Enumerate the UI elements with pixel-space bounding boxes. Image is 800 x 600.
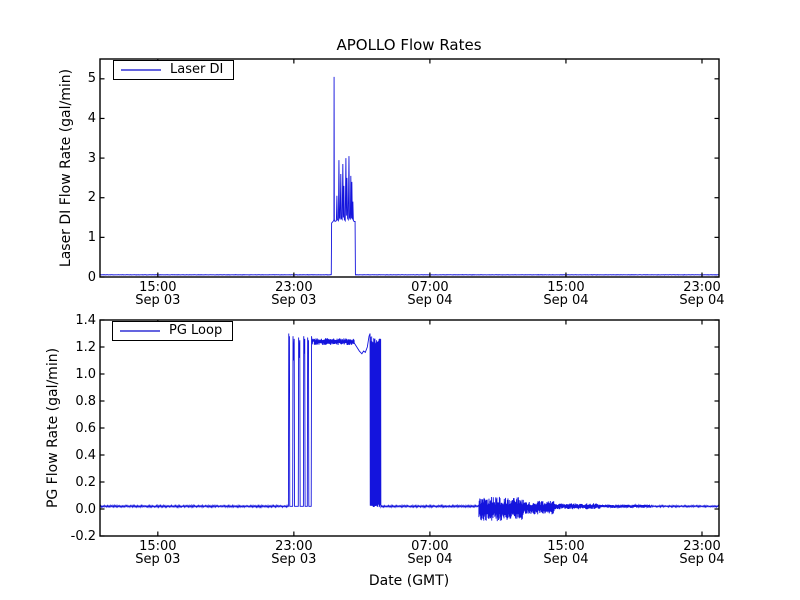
y-tick-label: 1.0 <box>75 366 96 382</box>
legend-pg-loop: PG Loop <box>112 321 234 341</box>
x-tick-label-date: Sep 04 <box>407 552 453 567</box>
y-tick-label: 2 <box>87 190 96 206</box>
legend-label: Laser DI <box>170 62 224 77</box>
y-tick-label: -0.2 <box>70 528 96 544</box>
x-tick-label-time: 07:00 <box>411 280 449 295</box>
pg_loop-axes-frame <box>99 319 720 537</box>
legend-line-sample-icon <box>121 68 161 71</box>
legend-label: PG Loop <box>169 323 223 338</box>
y-tick-label: 1 <box>87 229 96 245</box>
x-tick-label-time: 23:00 <box>683 280 721 295</box>
x-tick-label-date: Sep 04 <box>407 293 453 308</box>
legend-laser-di: Laser DI <box>113 60 235 80</box>
legend-line-sample-icon <box>120 329 160 332</box>
x-tick-label-date: Sep 04 <box>543 293 589 308</box>
x-tick-label-date: Sep 04 <box>679 293 725 308</box>
x-tick-label-date: Sep 04 <box>679 552 725 567</box>
pg_loop-data-line <box>99 333 720 522</box>
x-axis-label: Date (GMT) <box>368 573 450 589</box>
y-tick-label: 5 <box>87 71 96 87</box>
x-tick-label-time: 07:00 <box>411 539 449 554</box>
y-tick-label: 0.4 <box>75 447 96 463</box>
x-tick-label-time: 15:00 <box>139 280 177 295</box>
y-tick-label: 1.4 <box>75 312 96 328</box>
y-tick-label: 0 <box>87 269 96 285</box>
x-tick-label-time: 15:00 <box>547 280 585 295</box>
y-tick-label: 4 <box>87 110 96 126</box>
y-tick-label: 0.2 <box>75 474 96 490</box>
chart-title: APOLLO Flow Rates <box>336 36 482 54</box>
x-tick-label-date: Sep 04 <box>543 552 589 567</box>
y-tick-label: 0.6 <box>75 420 96 436</box>
x-tick-label-date: Sep 03 <box>271 552 317 567</box>
laser_di-data-line <box>99 76 720 276</box>
y-tick-label: 0.8 <box>75 393 96 409</box>
x-tick-label-time: 23:00 <box>275 280 313 295</box>
x-tick-label-date: Sep 03 <box>271 293 317 308</box>
y-tick-label: 1.2 <box>75 339 96 355</box>
x-tick-label-time: 15:00 <box>547 539 585 554</box>
y-tick-label: 3 <box>87 150 96 166</box>
x-tick-label-date: Sep 03 <box>135 552 181 567</box>
x-tick-label-time: 15:00 <box>139 539 177 554</box>
x-tick-label-time: 23:00 <box>275 539 313 554</box>
y-tick-label: 0.0 <box>75 501 96 517</box>
x-tick-label-date: Sep 03 <box>135 293 181 308</box>
x-tick-label-time: 23:00 <box>683 539 721 554</box>
laser_di-axes-frame <box>99 58 720 278</box>
